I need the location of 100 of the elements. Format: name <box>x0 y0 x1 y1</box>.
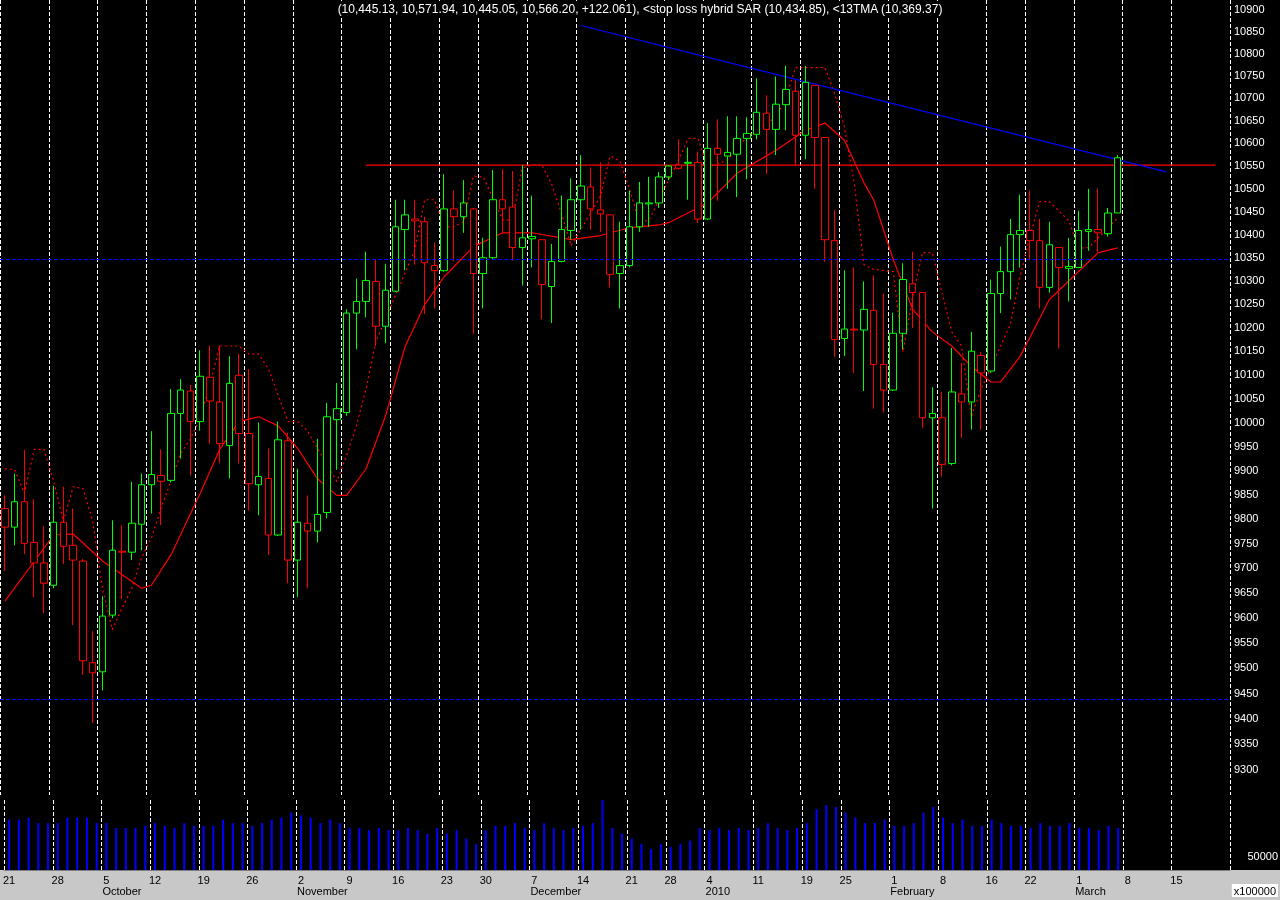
bar <box>727 830 730 870</box>
candlestick <box>206 345 214 445</box>
candlestick <box>216 345 223 464</box>
candlestick <box>470 207 477 335</box>
bar <box>348 828 351 870</box>
x-tick-label: 15 <box>1170 873 1183 886</box>
bar <box>1019 825 1022 870</box>
bar <box>319 823 322 870</box>
bar <box>406 828 409 870</box>
candlestick <box>645 176 653 228</box>
bar <box>562 830 565 870</box>
candlestick <box>987 279 995 374</box>
bar <box>76 817 79 870</box>
bar <box>338 823 341 870</box>
candlestick <box>460 179 467 234</box>
bar <box>747 830 750 870</box>
y-tick-label: 10800 <box>1234 46 1265 59</box>
bar <box>689 840 692 870</box>
bar <box>620 833 623 870</box>
candlestick <box>167 388 175 483</box>
candlestick <box>1055 247 1063 349</box>
candlestick <box>392 199 399 293</box>
candlestick <box>606 214 614 288</box>
bar <box>241 823 244 870</box>
bar <box>475 844 478 870</box>
bar <box>903 825 906 870</box>
bar <box>134 828 137 870</box>
y-tick-label: 10100 <box>1234 367 1265 380</box>
y-tick-label: 9700 <box>1234 561 1259 574</box>
y-tick-label: 10150 <box>1234 344 1265 357</box>
x-tick-label: 1 <box>1076 873 1083 886</box>
bar <box>932 807 935 870</box>
y-tick-label: 9400 <box>1234 711 1259 724</box>
candlestick <box>548 243 555 324</box>
bar <box>757 828 760 870</box>
bar <box>222 819 225 870</box>
candlestick <box>284 432 292 584</box>
bar <box>494 825 497 870</box>
candlestick <box>294 468 301 598</box>
bar <box>1097 830 1100 870</box>
bar <box>387 830 390 870</box>
candlestick <box>626 190 633 268</box>
text: December <box>530 884 582 897</box>
bar <box>951 823 954 870</box>
bar <box>426 833 429 870</box>
candlestick <box>50 485 57 589</box>
candlestick <box>265 447 272 556</box>
y-tick-label: 9850 <box>1234 487 1259 500</box>
bar <box>893 825 896 870</box>
bar <box>436 828 439 870</box>
candlestick <box>724 115 731 190</box>
candlestick <box>616 221 624 309</box>
bar <box>144 825 147 870</box>
candlestick <box>831 209 838 358</box>
bar <box>864 823 867 870</box>
candlestick <box>538 239 546 320</box>
bar <box>1049 825 1052 870</box>
candlestick <box>245 368 253 512</box>
candlestick <box>479 237 487 309</box>
candlestick <box>1026 190 1034 261</box>
bar <box>504 825 507 870</box>
candlestick <box>343 308 350 417</box>
candlestick <box>431 241 438 309</box>
candlestick <box>558 195 565 263</box>
bar <box>280 817 283 870</box>
candlestick <box>148 430 155 514</box>
x-tick-label: 26 <box>246 873 259 886</box>
bar <box>1078 828 1081 870</box>
candlestick <box>401 199 409 271</box>
bar <box>737 828 740 870</box>
candlestick <box>421 216 428 315</box>
bar <box>552 828 555 870</box>
bar <box>640 844 643 870</box>
bar <box>990 819 993 870</box>
candlestick <box>997 246 1004 314</box>
bar <box>202 825 205 870</box>
candlestick <box>977 351 985 431</box>
candlestick <box>1046 221 1053 294</box>
y-tick-label: 10500 <box>1234 181 1265 194</box>
bar <box>659 844 662 870</box>
candlestick <box>11 473 18 546</box>
candlestick <box>968 331 975 431</box>
candlestick <box>802 65 809 160</box>
bar <box>85 817 88 870</box>
candlestick <box>519 164 526 287</box>
bar <box>1029 828 1032 870</box>
bar <box>261 823 264 870</box>
candlestick <box>929 386 936 510</box>
bar <box>873 823 876 870</box>
candlestick <box>919 292 926 429</box>
candlestick <box>323 402 331 519</box>
candlestick <box>636 181 643 233</box>
bar <box>572 828 575 870</box>
bar <box>766 823 769 870</box>
text: x100000 <box>1233 884 1277 897</box>
candlestick <box>196 349 204 432</box>
bar <box>173 828 176 870</box>
candlestick <box>1104 207 1112 237</box>
candlestick <box>138 473 145 551</box>
bar <box>484 830 487 870</box>
